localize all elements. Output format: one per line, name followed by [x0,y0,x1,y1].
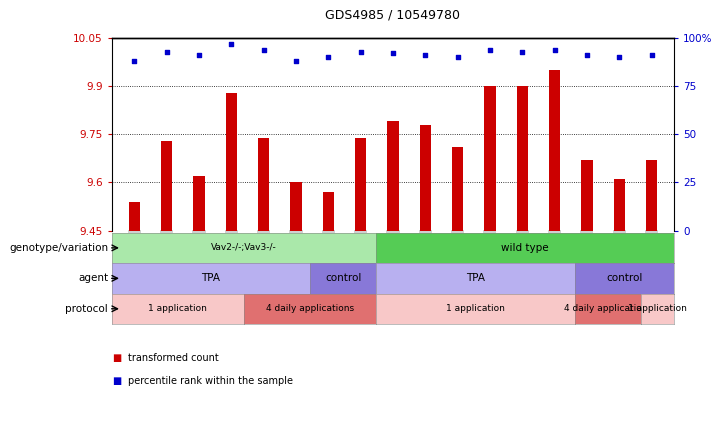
Text: 4 daily applications: 4 daily applications [266,304,354,313]
Text: 1 application: 1 application [628,304,687,313]
Bar [291,182,301,231]
Text: control: control [606,273,642,283]
Bar [193,176,205,231]
Text: transformed count: transformed count [128,353,218,363]
Point [452,54,464,61]
Bar [516,86,528,231]
Text: control: control [325,273,361,283]
Bar [323,192,334,231]
Bar [581,160,593,231]
Text: TPA: TPA [466,273,485,283]
Point [549,46,560,53]
Point [161,48,172,55]
Text: agent: agent [78,273,108,283]
Text: ■: ■ [112,376,121,386]
Bar [646,160,657,231]
Text: Vav2-/-;Vav3-/-: Vav2-/-;Vav3-/- [211,243,277,253]
Bar [549,70,560,231]
Point [387,50,399,57]
Point [516,48,528,55]
Point [193,52,205,59]
Text: ■: ■ [112,353,121,363]
Text: GDS4985 / 10549780: GDS4985 / 10549780 [325,8,461,21]
Text: protocol: protocol [66,304,108,314]
Bar [485,86,495,231]
Bar [387,121,399,231]
Point [614,54,625,61]
Text: wild type: wild type [502,243,549,253]
Point [128,58,140,65]
Bar [129,202,140,231]
Bar [161,141,172,231]
Text: 1 application: 1 application [149,304,208,313]
Text: 1 application: 1 application [446,304,505,313]
Point [355,48,366,55]
Point [581,52,593,59]
Bar [258,137,270,231]
Text: TPA: TPA [201,273,221,283]
Point [646,52,658,59]
Bar [355,137,366,231]
Bar [452,147,463,231]
Point [484,46,495,53]
Point [258,46,270,53]
Text: percentile rank within the sample: percentile rank within the sample [128,376,293,386]
Point [291,58,302,65]
Point [226,41,237,47]
Point [420,52,431,59]
Text: 4 daily applications: 4 daily applications [564,304,652,313]
Point [322,54,334,61]
Bar [614,179,625,231]
Text: genotype/variation: genotype/variation [9,243,108,253]
Bar [420,125,431,231]
Bar [226,93,237,231]
